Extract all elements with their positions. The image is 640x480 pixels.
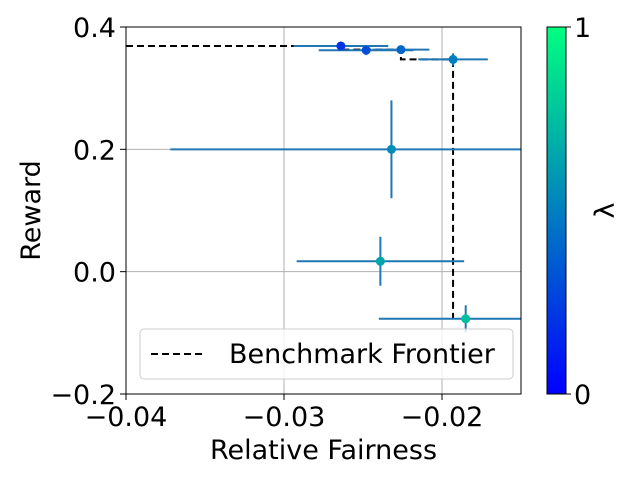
colorbar-min-label: 0 — [574, 380, 591, 411]
data-point — [375, 256, 385, 266]
data-point — [386, 144, 396, 154]
x-axis-label: Relative Fairness — [210, 435, 437, 466]
colorbar-gradient — [546, 26, 567, 395]
y-axis-label: Reward — [16, 160, 47, 261]
x-tick-label: −0.03 — [243, 402, 326, 433]
colorbar-label: λ — [590, 202, 621, 218]
y-tick-label: 0.4 — [73, 13, 116, 44]
y-axis-ticks: −0.2 0.0 0.2 0.4 — [50, 13, 126, 411]
points-layer — [336, 41, 471, 324]
x-axis-ticks: −0.04 −0.03 −0.02 — [85, 394, 484, 433]
data-point — [448, 54, 458, 64]
y-tick-label: 0.0 — [73, 258, 116, 289]
data-point — [396, 45, 406, 55]
y-tick-label: −0.2 — [50, 380, 116, 411]
colorbar: 1 0 λ — [546, 13, 621, 411]
plot-frame — [125, 26, 522, 395]
x-tick-label: −0.02 — [401, 402, 484, 433]
legend: Benchmark Frontier — [139, 328, 514, 380]
data-point — [361, 45, 371, 55]
legend-box — [139, 328, 514, 380]
x-tick-label: −0.04 — [85, 402, 168, 433]
data-point — [461, 314, 471, 324]
data-point — [336, 41, 346, 51]
legend-frontier-label: Benchmark Frontier — [229, 339, 496, 370]
colorbar-max-label: 1 — [574, 13, 591, 44]
y-tick-label: 0.2 — [73, 135, 116, 166]
